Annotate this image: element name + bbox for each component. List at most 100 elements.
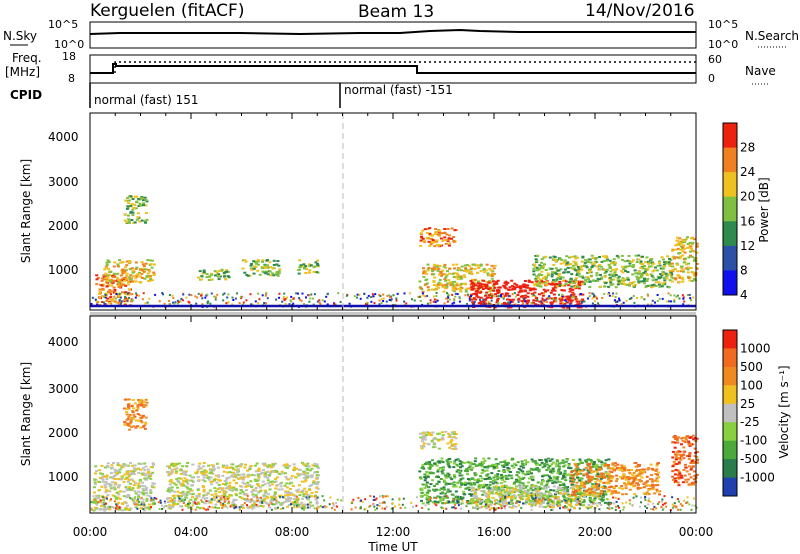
power-echo-cell xyxy=(606,258,609,261)
velocity-echo-cell xyxy=(101,478,105,481)
velocity-echo-cell xyxy=(122,480,126,483)
power-echo-cell xyxy=(575,284,579,287)
power-ground-scatter-cell xyxy=(576,298,579,301)
power-echo-cell xyxy=(444,276,448,279)
power-ground-scatter-cell xyxy=(453,299,456,301)
power-echo-cell xyxy=(123,219,127,222)
power-echo-cell xyxy=(127,261,131,264)
velocity-echo-cell xyxy=(316,467,320,470)
velocity-echo-cell xyxy=(454,448,458,450)
power-ground-scatter-cell xyxy=(290,295,293,298)
velocity-echo-cell xyxy=(469,462,473,465)
velocity-echo-cell xyxy=(255,462,259,465)
velocity-echo-cell xyxy=(136,425,140,428)
velocity-echo-cell xyxy=(306,468,310,471)
velocity-echo-cell xyxy=(509,489,512,492)
power-echo-cell xyxy=(559,277,562,280)
velocity-echo-cell xyxy=(253,502,257,505)
power-echo-cell xyxy=(478,284,482,287)
velocity-echo-cell xyxy=(312,481,316,484)
velocity-echo-cell xyxy=(495,475,499,478)
power-echo-cell xyxy=(646,267,650,270)
power-echo-cell xyxy=(510,300,514,303)
velocity-echo-cell xyxy=(510,477,514,480)
velocity-echo-cell xyxy=(562,484,566,487)
power-echo-cell xyxy=(657,262,661,264)
power-echo-cell xyxy=(654,284,658,287)
velocity-echo-cell xyxy=(651,488,655,491)
power-echo-cell xyxy=(494,293,498,296)
power-echo-cell xyxy=(604,282,608,285)
power-echo-cell xyxy=(218,275,222,278)
power-ground-scatter-cell xyxy=(595,297,598,300)
velocity-echo-cell xyxy=(263,492,267,495)
velocity-echo-cell xyxy=(93,491,96,494)
power-ground-scatter-cell xyxy=(643,298,646,301)
velocity-echo-cell xyxy=(471,463,475,466)
velocity-echo-cell xyxy=(436,432,440,435)
power-echo-cell xyxy=(432,266,436,269)
velocity-echo-cell xyxy=(126,403,130,406)
velocity-echo-cell xyxy=(207,464,211,467)
power-ground-scatter-cell xyxy=(288,303,291,306)
velocity-echo-cell xyxy=(306,494,309,497)
velocity-echo-cell xyxy=(500,473,504,476)
velocity-echo-cell xyxy=(248,501,252,504)
power-ground-scatter-cell xyxy=(669,294,672,297)
power-echo-cell xyxy=(624,266,628,269)
velocity-echo-cell xyxy=(311,504,315,507)
power-echo-cell xyxy=(477,296,481,299)
velocity-echo-cell xyxy=(459,482,463,485)
velocity-echo-cell xyxy=(431,501,435,504)
power-echo-cell xyxy=(302,263,306,266)
power-ground-scatter-cell xyxy=(656,300,659,302)
power-echo-cell xyxy=(688,250,692,253)
power-echo-cell xyxy=(677,275,681,277)
velocity-echo-cell xyxy=(478,486,482,489)
velocity-echo-cell xyxy=(525,490,528,493)
velocity-echo-cell xyxy=(269,471,273,474)
velocity-echo-cell xyxy=(441,431,444,434)
velocity-echo-cell xyxy=(571,476,575,479)
power-echo-cell xyxy=(469,279,473,282)
power-echo-cell xyxy=(600,276,604,279)
power-echo-cell xyxy=(137,197,141,200)
velocity-echo-cell xyxy=(564,479,568,482)
power-echo-cell xyxy=(650,284,654,287)
velocity-echo-cell xyxy=(221,466,225,469)
power-echo-cell xyxy=(465,270,469,273)
power-echo-cell xyxy=(545,280,549,283)
power-ground-scatter-cell xyxy=(286,296,288,299)
power-echo-cell xyxy=(661,270,665,273)
velocity-echo-cell xyxy=(232,479,236,482)
power-echo-cell xyxy=(532,299,536,302)
velocity-echo-cell xyxy=(179,492,183,494)
velocity-echo-cell xyxy=(567,497,571,500)
velocity-echo-cell xyxy=(504,474,508,477)
power-echo-cell xyxy=(576,272,580,275)
velocity-echo-cell xyxy=(475,488,479,491)
power-echo-cell xyxy=(115,280,119,283)
velocity-echo-cell xyxy=(299,506,303,509)
power-ground-scatter-cell xyxy=(676,294,679,297)
power-echo-cell xyxy=(609,281,613,284)
power-echo-cell xyxy=(583,283,586,286)
power-echo-cell xyxy=(645,272,649,275)
power-echo-cell xyxy=(95,278,99,281)
power-echo-cell xyxy=(133,204,137,207)
velocity-echo-cell xyxy=(109,472,113,475)
power-echo-cell xyxy=(621,258,624,261)
noise-left-tick-bottom: 10^0 xyxy=(54,38,84,51)
velocity-echo-cell xyxy=(126,504,129,507)
velocity-echo-cell xyxy=(264,501,268,504)
velocity-echo-cell xyxy=(247,507,251,510)
power-colorbar-swatches xyxy=(723,123,737,296)
velocity-echo-cell xyxy=(229,486,233,489)
velocity-echo-cell xyxy=(600,461,604,464)
power-echo-cell xyxy=(590,266,594,269)
power-echo-cell xyxy=(607,263,611,266)
power-echo-cell xyxy=(495,282,499,285)
velocity-echo-cell xyxy=(232,468,235,471)
velocity-echo-cell xyxy=(597,487,601,490)
power-ground-scatter-cell xyxy=(433,295,435,298)
